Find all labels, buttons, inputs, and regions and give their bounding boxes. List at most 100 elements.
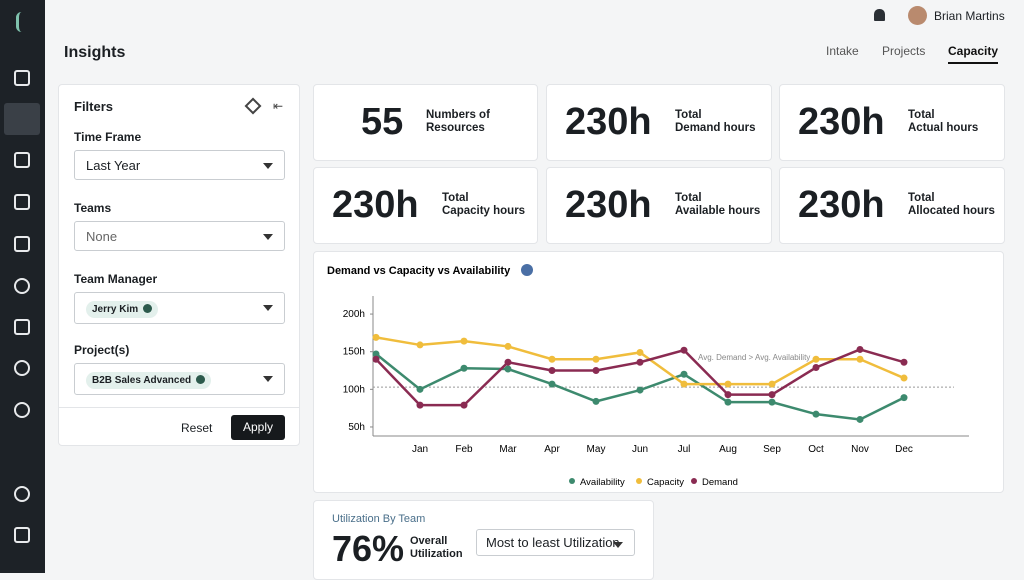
sort-dropdown[interactable]: Most to least Utilization <box>476 529 635 556</box>
label-line: Allocated hours <box>908 205 995 217</box>
label-line: Actual hours <box>908 122 979 134</box>
label-line: Available hours <box>675 205 761 217</box>
avatar[interactable] <box>908 6 927 25</box>
x-tick-label: Oct <box>808 444 824 455</box>
select[interactable]: Jerry Kim <box>74 292 285 324</box>
stat-label: Numbers of Resources <box>426 109 490 135</box>
apply-button[interactable]: Apply <box>231 415 285 440</box>
clear-icon[interactable] <box>244 97 262 115</box>
data-point <box>460 364 468 372</box>
nav-intake[interactable] <box>14 152 30 168</box>
x-tick-label: Mar <box>499 444 517 455</box>
data-point <box>856 355 864 363</box>
stat-label: Total Allocated hours <box>908 192 995 218</box>
nav-reports[interactable] <box>14 319 30 335</box>
data-point <box>680 380 688 388</box>
x-tick-label: Aug <box>719 444 737 455</box>
nav-home[interactable] <box>14 70 30 86</box>
bell-icon[interactable] <box>874 9 885 21</box>
nav-billing[interactable] <box>14 236 30 252</box>
data-point <box>900 374 908 382</box>
data-point <box>504 358 512 366</box>
data-point <box>768 398 776 406</box>
stat-label: Total Demand hours <box>675 109 756 135</box>
chart-title: Demand vs Capacity vs Availability <box>327 265 511 277</box>
filters-panel: Filters ⇤ Time Frame Last Year Teams None Te… <box>58 84 300 446</box>
data-point <box>636 348 644 356</box>
legend-label: Demand <box>702 477 738 488</box>
stat-value: 230h <box>798 101 885 143</box>
x-tick-label: Feb <box>455 444 473 455</box>
data-point <box>372 355 380 363</box>
chip-text: Jerry Kim <box>92 304 139 315</box>
data-point <box>812 410 820 418</box>
data-point <box>372 350 380 358</box>
info-icon[interactable] <box>521 264 533 276</box>
data-point <box>900 358 908 366</box>
nav-projects[interactable] <box>14 194 30 210</box>
field-label: Project(s) <box>74 343 130 357</box>
label-line: Utilization <box>410 548 463 560</box>
data-point <box>460 401 468 409</box>
y-tick-label: 200h <box>343 309 365 320</box>
data-point <box>592 397 600 405</box>
utilization-label: Overall Utilization <box>410 535 463 561</box>
chip[interactable]: B2B Sales Advanced <box>86 372 212 389</box>
logo <box>16 12 27 32</box>
legend-label: Availability <box>580 477 625 488</box>
nav-logout[interactable] <box>14 527 30 543</box>
user-name[interactable]: Brian Martins <box>934 9 1005 23</box>
data-point <box>724 380 732 388</box>
reset-button[interactable]: Reset <box>181 421 213 435</box>
label-line: Total <box>675 192 702 204</box>
legend-swatch <box>691 478 697 484</box>
data-point <box>680 370 688 378</box>
label-line: Overall <box>410 535 448 547</box>
stat-value: 55 <box>361 101 404 143</box>
x-tick-label: Jun <box>632 444 648 455</box>
data-point <box>768 391 776 399</box>
collapse-icon[interactable]: ⇤ <box>273 99 284 113</box>
label-line: Total <box>675 109 702 121</box>
field-label: Time Frame <box>74 130 142 144</box>
label-line: Numbers of <box>426 109 490 121</box>
data-point <box>636 358 644 366</box>
filters-title: Filters <box>74 99 114 114</box>
utilization-card: Utilization By Team 76% Overall Utilizat… <box>313 500 654 580</box>
label-line: Capacity hours <box>442 205 526 217</box>
label-line: Demand hours <box>675 122 756 134</box>
legend-label: Capacity <box>647 477 684 488</box>
stat-card: 230h Total Allocated hours <box>779 167 1005 244</box>
x-tick-label: Nov <box>851 444 869 455</box>
nav-help[interactable] <box>14 486 30 502</box>
stat-card: 230h Total Capacity hours <box>313 167 538 244</box>
y-tick-label: 150h <box>343 347 365 358</box>
nav-insights[interactable] <box>4 103 40 135</box>
stat-card: 230h Total Actual hours <box>779 84 1005 161</box>
select[interactable]: None <box>74 221 285 251</box>
select[interactable]: B2B Sales Advanced <box>74 363 285 395</box>
utilization-value: 76% <box>332 528 405 569</box>
stat-card: 55 Numbers of Resources <box>313 84 538 161</box>
data-point <box>768 380 776 388</box>
chart: Demand vs Capacity vs Availability 50h 10… <box>327 264 969 488</box>
field-label: Team Manager <box>74 272 158 286</box>
tab[interactable]: Intake <box>826 44 859 58</box>
nav-settings[interactable] <box>14 402 30 418</box>
chip-remove[interactable] <box>143 304 153 313</box>
nav-tasks[interactable] <box>14 278 30 294</box>
stat-value: 230h <box>565 184 652 226</box>
label-line: Total <box>908 109 935 121</box>
chip-remove[interactable] <box>196 375 206 384</box>
data-point <box>548 380 556 388</box>
chip-text: B2B Sales Advanced <box>92 375 192 386</box>
nav-people[interactable] <box>14 360 30 376</box>
reference-label: Avg. Demand > Avg. Availability <box>698 353 810 362</box>
tab[interactable]: Projects <box>882 44 926 58</box>
chip[interactable]: Jerry Kim <box>86 301 159 318</box>
tab[interactable]: Capacity <box>948 44 999 64</box>
data-point <box>636 386 644 394</box>
x-tick-label: Apr <box>544 444 560 455</box>
select[interactable]: Last Year <box>74 150 285 180</box>
